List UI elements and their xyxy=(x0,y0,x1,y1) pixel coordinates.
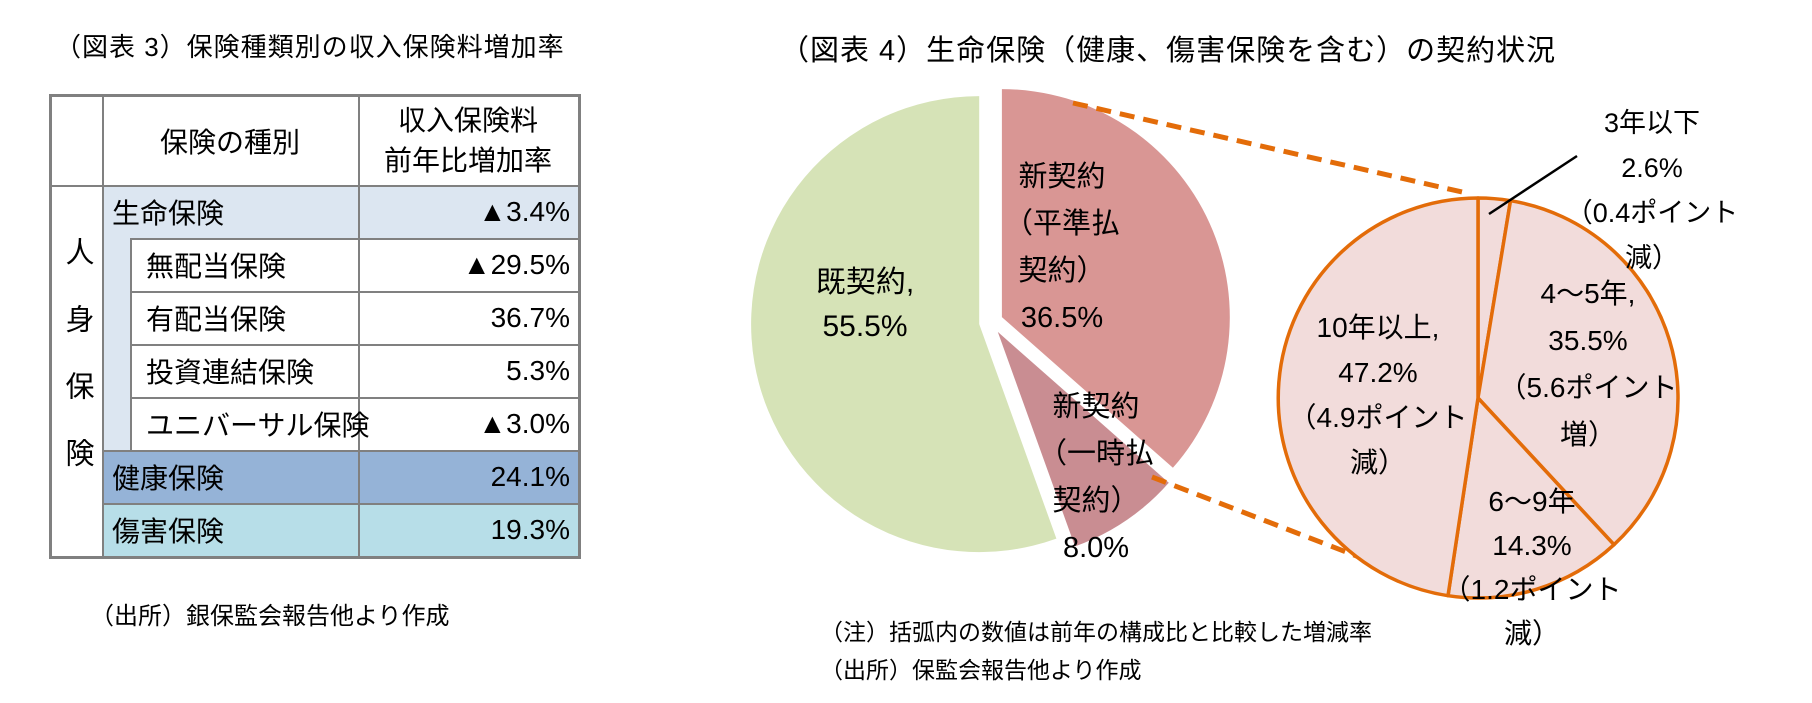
detail-pie-slice-6-9y xyxy=(1446,396,1616,600)
label-existing-l2: 55.5% xyxy=(822,310,908,343)
row-fill-life xyxy=(102,185,578,238)
label-6-9y-l2: 14.3% xyxy=(1492,530,1572,561)
table-row-value-par: 36.7% xyxy=(490,301,570,333)
label-under3y-l3: （0.4ポイント xyxy=(1565,198,1739,228)
main-pie-slice-new-single xyxy=(997,331,1169,547)
table-row-label-unitlinked: 投資連結保険 xyxy=(146,356,315,388)
label-6-9y: 6～9年 14.3% （1.2ポイント 減） xyxy=(1443,480,1622,656)
row-fill-accident xyxy=(102,503,578,556)
label-over10y-l4: 減） xyxy=(1349,447,1406,478)
label-new-level-l4: 36.5% xyxy=(1020,302,1104,334)
label-existing-l1: 既契約, xyxy=(815,266,915,299)
label-new-single-l3: 契約） xyxy=(1052,485,1140,517)
table-hline-r7 xyxy=(102,503,578,505)
label-under3y-l1: 3年以下 xyxy=(1603,108,1701,138)
table-row-label-accident: 傷害保険 xyxy=(112,515,225,547)
table-row-label-life: 生命保険 xyxy=(112,197,225,229)
label-new-single-l4: 8.0% xyxy=(1062,532,1130,564)
table-row-value-health: 24.1% xyxy=(490,460,570,492)
table-row-label-health: 健康保険 xyxy=(112,462,225,494)
main-pie-slice-new-level xyxy=(1001,89,1230,468)
detail-pie xyxy=(1276,196,1680,600)
label-under3y: 3年以下 2.6% （0.4ポイント 減） xyxy=(1566,101,1739,281)
label-4-5y-l1: 4～5年, xyxy=(1540,278,1636,309)
detail-pie-slice-4-5y xyxy=(1476,198,1680,547)
table-row-value-life: ▲3.4% xyxy=(478,195,570,227)
label-4-5y: 4～5年, 35.5% （5.6ポイント 増） xyxy=(1499,270,1678,458)
table-hline-header xyxy=(52,185,578,187)
figure4-note: （注）括弧内の数値は前年の構成比と比較した増減率 xyxy=(820,619,1372,645)
figure4-title: （図表 4）生命保険（健康、傷害保険を含む）の契約状況 xyxy=(780,35,1557,67)
table-hline-r6 xyxy=(102,450,578,452)
table-hline-r4 xyxy=(130,344,578,346)
label-new-level-l3: 契約） xyxy=(1018,255,1106,287)
detail-pie-slice-over10y xyxy=(1276,196,1480,598)
table-hline-r2 xyxy=(130,238,578,240)
table-vline-1 xyxy=(102,97,104,556)
header-cell-insurance-type: 保険の種別 xyxy=(159,127,300,158)
row-fill-health xyxy=(102,450,578,503)
label-new-level-l1: 新契約 xyxy=(1018,161,1106,193)
header-premium-line2: 前年比増加率 xyxy=(383,145,552,176)
connector-line-bottom xyxy=(1151,474,1386,570)
label-under3y-l4: 減） xyxy=(1624,243,1679,273)
label-new-single-l2: （一時払 xyxy=(1037,438,1155,470)
label-new-level-l2: （平準払 xyxy=(1003,208,1121,240)
table-hline-r5 xyxy=(130,397,578,399)
figure3-source: （出所）銀保監会報告他より作成 xyxy=(90,603,450,630)
table-hline-r3 xyxy=(130,291,578,293)
header-cell-premium-growth: 収入保険料 前年比増加率 xyxy=(358,97,578,185)
figure3-title: （図表 3）保険種類別の収入保険料増加率 xyxy=(55,32,565,62)
table-row-value-unitlinked: 5.3% xyxy=(506,354,570,386)
table-row-label-universal: ユニバーサル保険 xyxy=(146,409,370,441)
label-over10y-l3: （4.9ポイント xyxy=(1288,402,1468,433)
table-row-value-accident: 19.3% xyxy=(490,513,570,545)
label-new-single-contracts: 新契約 （一時払 契約） 8.0% xyxy=(1038,384,1154,572)
label-4-5y-l2: 35.5% xyxy=(1548,325,1628,356)
leader-line-under3y xyxy=(1488,154,1578,216)
main-pie-slice-existing xyxy=(751,96,1057,553)
table-vline-2 xyxy=(358,97,360,556)
figure4-source: （出所）保監会報告他より作成 xyxy=(820,657,1142,683)
label-over10y-l2: 47.2% xyxy=(1338,357,1418,388)
label-4-5y-l3: （5.6ポイント xyxy=(1498,372,1678,403)
table-row-value-universal: ▲3.0% xyxy=(478,407,570,439)
row-group-label-personal-insurance: 人身保険 xyxy=(61,236,93,505)
label-new-single-l1: 新契約 xyxy=(1052,391,1140,423)
label-existing-contracts: 既契約, 55.5% xyxy=(816,261,914,349)
label-4-5y-l4: 増） xyxy=(1559,419,1616,450)
label-new-level-contracts: 新契約 （平準払 契約） 36.5% xyxy=(1004,154,1120,342)
connector-line-top xyxy=(1072,100,1463,195)
table-outer-border xyxy=(49,94,581,559)
label-6-9y-l4: 減） xyxy=(1503,618,1560,649)
label-over10y-l1: 10年以上, xyxy=(1316,312,1440,343)
table-row-value-nonpar: ▲29.5% xyxy=(462,248,570,280)
header-premium-line1: 収入保険料 xyxy=(397,105,538,136)
label-over10y: 10年以上, 47.2% （4.9ポイント 減） xyxy=(1289,305,1468,485)
table-row-label-nonpar: 無配当保険 xyxy=(146,250,287,282)
label-under3y-l2: 2.6% xyxy=(1621,153,1683,183)
label-6-9y-l1: 6～9年 xyxy=(1488,486,1576,517)
indent-strip-life-sub xyxy=(102,238,130,450)
label-6-9y-l3: （1.2ポイント xyxy=(1442,574,1622,605)
table-row-label-par: 有配当保険 xyxy=(146,303,287,335)
